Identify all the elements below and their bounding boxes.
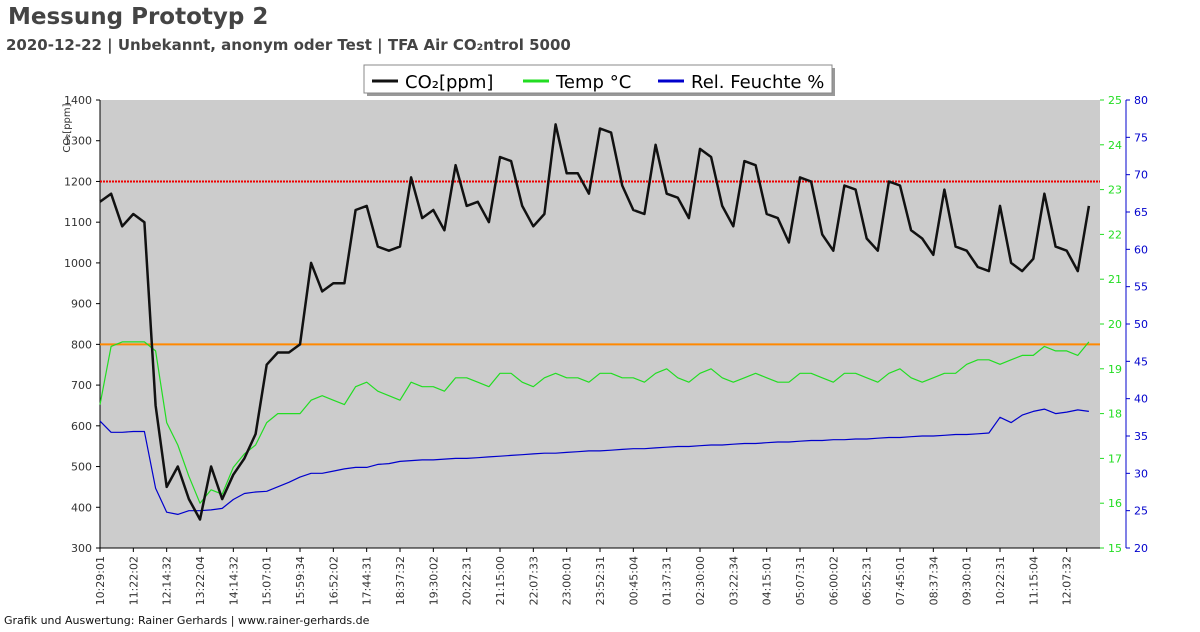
x-tick-label: 05:07:31 xyxy=(794,556,807,605)
y2-tick-label: 22 xyxy=(1108,228,1122,241)
y-tick-label: 500 xyxy=(71,461,92,474)
y-tick-label: 1300 xyxy=(64,135,92,148)
chart-subtitle: 2020-12-22 | Unbekannt, anonym oder Test… xyxy=(6,36,571,55)
x-tick-label: 11:22:02 xyxy=(127,556,140,605)
footer: Grafik und Auswertung: Rainer Gerhards |… xyxy=(4,614,370,627)
x-tick-label: 10:22:31 xyxy=(994,556,1007,605)
x-tick-label: 16:52:02 xyxy=(327,556,340,605)
x-tick-label: 09:30:01 xyxy=(961,556,974,605)
y2-tick-label: 20 xyxy=(1108,318,1122,331)
y-tick-label: 1000 xyxy=(64,257,92,270)
x-tick-label: 23:00:01 xyxy=(561,556,574,605)
legend-box xyxy=(363,64,833,94)
x-tick-label: 03:22:34 xyxy=(727,556,740,605)
legend-label: Rel. Feuchte % xyxy=(691,72,824,93)
legend-label: CO₂[ppm] xyxy=(405,72,493,93)
y-tick-label: 800 xyxy=(71,338,92,351)
x-tick-label: 10:29:01 xyxy=(94,556,107,605)
y-axis-label: CO₂[ppm] xyxy=(62,103,73,152)
y-tick-label: 1400 xyxy=(64,94,92,107)
legend-label: Temp °C xyxy=(555,72,631,93)
x-tick-label: 20:22:31 xyxy=(461,556,474,605)
x-tick-label: 15:59:34 xyxy=(294,556,307,605)
x-tick-label: 01:37:31 xyxy=(661,556,674,605)
y2-tick-label: 19 xyxy=(1108,363,1122,376)
x-tick-label: 12:07:32 xyxy=(1061,556,1074,605)
y3-tick-label: 25 xyxy=(1134,505,1148,518)
x-tick-label: 17:44:31 xyxy=(361,556,374,605)
y3-tick-label: 80 xyxy=(1134,94,1148,107)
y3-tick-label: 70 xyxy=(1134,169,1148,182)
x-tick-label: 15:07:01 xyxy=(261,556,274,605)
x-tick-label: 07:45:01 xyxy=(894,556,907,605)
y-tick-label: 1200 xyxy=(64,175,92,188)
y-tick-label: 400 xyxy=(71,501,92,514)
y2-tick-label: 15 xyxy=(1108,542,1122,555)
y2-tick-label: 21 xyxy=(1108,273,1122,286)
y-tick-label: 300 xyxy=(71,542,92,555)
series-line xyxy=(99,123,1091,521)
y3-tick-label: 35 xyxy=(1134,430,1148,443)
y2-tick-label: 16 xyxy=(1108,497,1122,510)
x-tick-label: 06:52:31 xyxy=(861,556,874,605)
y-tick-label: 900 xyxy=(71,298,92,311)
y2-tick-label: 24 xyxy=(1108,139,1122,152)
legend: CO₂[ppm] Temp °C Rel. Feuchte % xyxy=(363,64,835,96)
x-tick-label: 14:14:32 xyxy=(227,556,240,605)
x-tick-label: 04:15:01 xyxy=(761,556,774,605)
plot-area xyxy=(100,100,1100,548)
y2-tick-label: 17 xyxy=(1108,452,1122,465)
y3-tick-label: 30 xyxy=(1134,467,1148,480)
x-tick-label: 12:14:32 xyxy=(161,556,174,605)
series-line xyxy=(99,341,1090,504)
y2-tick-label: 18 xyxy=(1108,408,1122,421)
y3-tick-label: 50 xyxy=(1134,318,1148,331)
x-tick-label: 00:45:04 xyxy=(627,556,640,605)
x-tick-label: 11:15:04 xyxy=(1027,556,1040,605)
x-tick-label: 13:22:04 xyxy=(194,556,207,605)
x-tick-label: 19:30:02 xyxy=(427,556,440,605)
y-tick-label: 1100 xyxy=(64,216,92,229)
x-tick-label: 18:37:32 xyxy=(394,556,407,605)
y2-tick-label: 23 xyxy=(1108,184,1122,197)
x-tick-label: 06:00:02 xyxy=(827,556,840,605)
series-line xyxy=(99,408,1089,515)
x-tick-label: 02:30:00 xyxy=(694,556,707,605)
x-tick-label: 23:52:31 xyxy=(594,556,607,605)
y-tick-label: 600 xyxy=(71,420,92,433)
y3-tick-label: 75 xyxy=(1134,131,1148,144)
y3-tick-label: 40 xyxy=(1134,393,1148,406)
x-tick-label: 21:15:00 xyxy=(494,556,507,605)
y-tick-label: 700 xyxy=(71,379,92,392)
y2-tick-label: 25 xyxy=(1108,94,1122,107)
y3-tick-label: 55 xyxy=(1134,281,1148,294)
y3-tick-label: 60 xyxy=(1134,243,1148,256)
chart-title: Messung Prototyp 2 xyxy=(8,4,268,30)
y3-tick-label: 20 xyxy=(1134,542,1148,555)
x-tick-label: 08:37:34 xyxy=(927,556,940,605)
x-tick-label: 22:07:33 xyxy=(527,556,540,605)
y3-tick-label: 65 xyxy=(1134,206,1148,219)
y3-tick-label: 45 xyxy=(1134,355,1148,368)
